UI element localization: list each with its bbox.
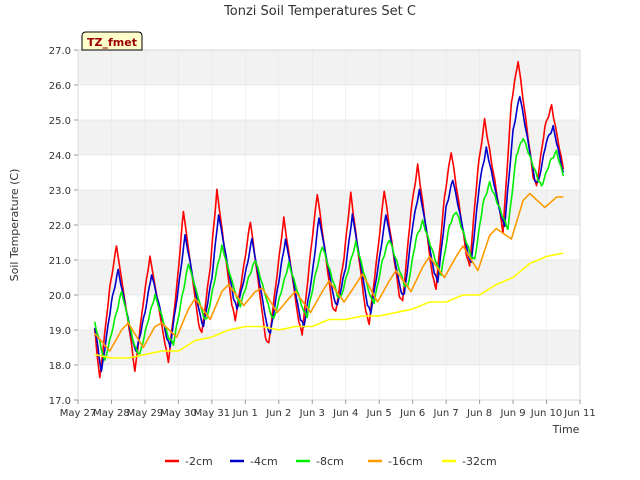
series-line-neg-32cm — [94, 252, 564, 359]
chart-title: Tonzi Soil Temperatures Set C — [223, 4, 416, 19]
x-tick-label: May 27 — [60, 408, 97, 419]
background-band — [78, 120, 580, 155]
y-tick-label: 26.0 — [49, 81, 71, 92]
x-tick-label: Jun 4 — [332, 408, 358, 419]
x-tick-label: Jun 6 — [399, 408, 425, 419]
background-band — [78, 365, 580, 400]
y-tick-label: 18.0 — [49, 361, 71, 372]
y-axis-label: Soil Temperature (C) — [8, 169, 21, 282]
y-tick-label: 24.0 — [49, 151, 71, 162]
legend-label: -32cm — [462, 455, 497, 468]
x-tick-label: Jun 9 — [499, 408, 525, 419]
y-tick-label: 22.0 — [49, 221, 71, 232]
x-tick-label: Jun 1 — [232, 408, 258, 419]
background-band — [78, 85, 580, 120]
y-tick-label: 23.0 — [49, 186, 71, 197]
x-tick-label: Jun 10 — [530, 408, 563, 419]
station-badge-box — [81, 31, 143, 51]
x-tick-label: May 29 — [127, 408, 164, 419]
y-axis: 17.0 18.0 19.0 20.0 21.0 22.0 23.0 24.0 25.0 26.0… — [49, 46, 580, 407]
x-tick-label: Jun 11 — [563, 408, 596, 419]
series-lines — [93, 60, 565, 379]
x-tick-label: May 30 — [160, 408, 197, 419]
plot-background-bands — [78, 50, 580, 400]
legend-label: -8cm — [316, 455, 344, 468]
background-band — [78, 155, 580, 190]
y-tick-label: 21.0 — [49, 256, 71, 267]
x-tick-label: Jun 7 — [433, 408, 459, 419]
x-tick-label: Jun 2 — [265, 408, 291, 419]
x-axis-label: Time — [552, 423, 580, 436]
series-line-neg-16cm — [94, 192, 564, 352]
station-badge-label: TZ_fmet — [87, 36, 137, 49]
series-line-neg-4cm — [93, 95, 565, 373]
legend-label: -2cm — [185, 455, 213, 468]
x-tick-label: Jun 8 — [466, 408, 492, 419]
legend: -2cm -4cm -8cm -16cm -32cm — [165, 455, 497, 468]
y-tick-label: 27.0 — [49, 46, 71, 57]
station-badge: TZ_fmet — [81, 31, 143, 51]
series-line-neg-8cm — [93, 137, 565, 361]
background-band — [78, 50, 580, 85]
y-tick-label: 25.0 — [49, 116, 71, 127]
x-tick-label: Jun 5 — [366, 408, 392, 419]
y-tick-label: 20.0 — [49, 291, 71, 302]
x-tick-label: Jun 3 — [299, 408, 325, 419]
x-tick-label: May 31 — [194, 408, 231, 419]
legend-label: -16cm — [388, 455, 423, 468]
x-tick-label: May 28 — [93, 408, 130, 419]
background-band — [78, 330, 580, 365]
legend-label: -4cm — [250, 455, 278, 468]
y-tick-label: 19.0 — [49, 326, 71, 337]
y-tick-label: 17.0 — [49, 396, 71, 407]
background-band — [78, 225, 580, 260]
